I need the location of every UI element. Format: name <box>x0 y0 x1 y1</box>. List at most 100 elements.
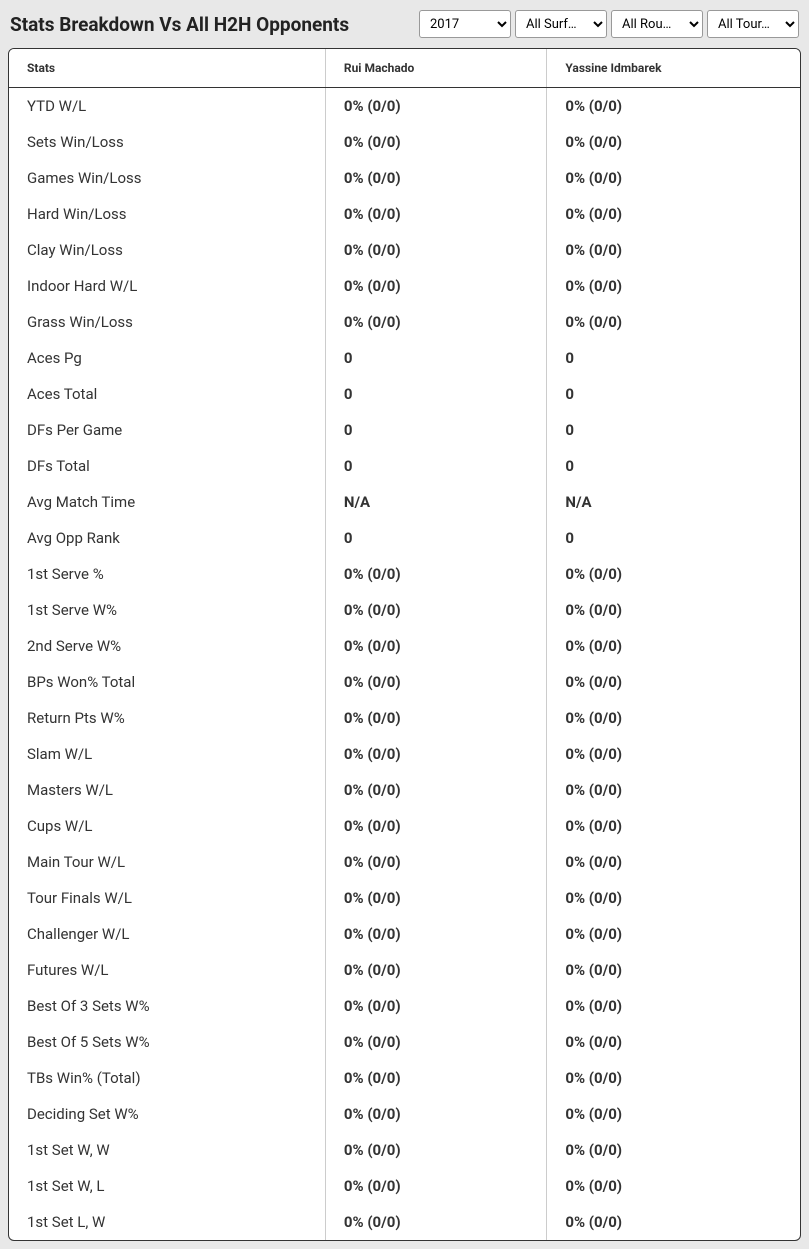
table-row: BPs Won% Total0% (0/0)0% (0/0) <box>9 664 800 700</box>
player2-value: 0% (0/0) <box>547 664 800 700</box>
player2-value: 0% (0/0) <box>547 124 800 160</box>
table-row: Challenger W/L0% (0/0)0% (0/0) <box>9 916 800 952</box>
table-body: YTD W/L0% (0/0)0% (0/0)Sets Win/Loss0% (… <box>9 88 800 1241</box>
player1-value: 0% (0/0) <box>325 160 546 196</box>
player1-value: 0% (0/0) <box>325 988 546 1024</box>
round-filter[interactable]: All Rou… <box>611 10 703 38</box>
player2-value: 0 <box>547 412 800 448</box>
stat-label: Indoor Hard W/L <box>9 268 325 304</box>
stat-label: Best Of 3 Sets W% <box>9 988 325 1024</box>
stat-label: Cups W/L <box>9 808 325 844</box>
player2-value: 0% (0/0) <box>547 304 800 340</box>
player1-value: N/A <box>325 484 546 520</box>
player2-value: 0% (0/0) <box>547 88 800 125</box>
player2-value: 0% (0/0) <box>547 808 800 844</box>
table-row: Futures W/L0% (0/0)0% (0/0) <box>9 952 800 988</box>
player1-value: 0% (0/0) <box>325 628 546 664</box>
stat-label: 2nd Serve W% <box>9 628 325 664</box>
table-row: DFs Per Game00 <box>9 412 800 448</box>
player1-value: 0% (0/0) <box>325 304 546 340</box>
tour-filter[interactable]: All Tour… <box>707 10 799 38</box>
player1-value: 0% (0/0) <box>325 88 546 125</box>
player2-value: 0% (0/0) <box>547 1204 800 1240</box>
stat-label: 1st Serve W% <box>9 592 325 628</box>
table-row: Best Of 5 Sets W%0% (0/0)0% (0/0) <box>9 1024 800 1060</box>
table-header-row: Stats Rui Machado Yassine Idmbarek <box>9 49 800 88</box>
stat-label: Deciding Set W% <box>9 1096 325 1132</box>
column-header-stats: Stats <box>9 49 325 88</box>
player2-value: 0% (0/0) <box>547 160 800 196</box>
player2-value: 0% (0/0) <box>547 880 800 916</box>
player2-value: 0% (0/0) <box>547 700 800 736</box>
table-row: Main Tour W/L0% (0/0)0% (0/0) <box>9 844 800 880</box>
stat-label: Hard Win/Loss <box>9 196 325 232</box>
player1-value: 0% (0/0) <box>325 1096 546 1132</box>
player1-value: 0% (0/0) <box>325 1168 546 1204</box>
table-row: Games Win/Loss0% (0/0)0% (0/0) <box>9 160 800 196</box>
player2-value: 0% (0/0) <box>547 1024 800 1060</box>
player2-value: 0% (0/0) <box>547 628 800 664</box>
table-row: 1st Set L, W0% (0/0)0% (0/0) <box>9 1204 800 1240</box>
player1-value: 0% (0/0) <box>325 844 546 880</box>
stat-label: Clay Win/Loss <box>9 232 325 268</box>
player2-value: 0% (0/0) <box>547 736 800 772</box>
table-row: Sets Win/Loss0% (0/0)0% (0/0) <box>9 124 800 160</box>
stat-label: YTD W/L <box>9 88 325 125</box>
stat-label: Return Pts W% <box>9 700 325 736</box>
stat-label: 1st Set L, W <box>9 1204 325 1240</box>
table-row: DFs Total00 <box>9 448 800 484</box>
player2-value: 0 <box>547 520 800 556</box>
stat-label: Sets Win/Loss <box>9 124 325 160</box>
header-bar: Stats Breakdown Vs All H2H Opponents 201… <box>0 0 809 48</box>
player2-value: 0% (0/0) <box>547 556 800 592</box>
stat-label: DFs Total <box>9 448 325 484</box>
table-row: Return Pts W%0% (0/0)0% (0/0) <box>9 700 800 736</box>
stat-label: Main Tour W/L <box>9 844 325 880</box>
player1-value: 0% (0/0) <box>325 700 546 736</box>
player1-value: 0 <box>325 376 546 412</box>
player1-value: 0% (0/0) <box>325 1132 546 1168</box>
stat-label: 1st Set W, L <box>9 1168 325 1204</box>
table-row: 2nd Serve W%0% (0/0)0% (0/0) <box>9 628 800 664</box>
table-row: Avg Opp Rank00 <box>9 520 800 556</box>
table-row: Hard Win/Loss0% (0/0)0% (0/0) <box>9 196 800 232</box>
table-row: Clay Win/Loss0% (0/0)0% (0/0) <box>9 232 800 268</box>
stat-label: Avg Match Time <box>9 484 325 520</box>
player2-value: 0% (0/0) <box>547 196 800 232</box>
player1-value: 0% (0/0) <box>325 808 546 844</box>
player1-value: 0% (0/0) <box>325 556 546 592</box>
stat-label: Best Of 5 Sets W% <box>9 1024 325 1060</box>
column-header-player1: Rui Machado <box>325 49 546 88</box>
stat-label: Masters W/L <box>9 772 325 808</box>
stat-label: DFs Per Game <box>9 412 325 448</box>
filter-group: 2017 All Surf… All Rou… All Tour… <box>419 10 799 38</box>
player1-value: 0% (0/0) <box>325 1060 546 1096</box>
player2-value: N/A <box>547 484 800 520</box>
player1-value: 0% (0/0) <box>325 880 546 916</box>
stat-label: BPs Won% Total <box>9 664 325 700</box>
table-row: Tour Finals W/L0% (0/0)0% (0/0) <box>9 880 800 916</box>
table-row: Masters W/L0% (0/0)0% (0/0) <box>9 772 800 808</box>
player2-value: 0% (0/0) <box>547 1132 800 1168</box>
player1-value: 0% (0/0) <box>325 736 546 772</box>
player2-value: 0% (0/0) <box>547 916 800 952</box>
player1-value: 0% (0/0) <box>325 952 546 988</box>
stat-label: Futures W/L <box>9 952 325 988</box>
surface-filter[interactable]: All Surf… <box>515 10 607 38</box>
player1-value: 0% (0/0) <box>325 196 546 232</box>
player1-value: 0% (0/0) <box>325 772 546 808</box>
stat-label: Grass Win/Loss <box>9 304 325 340</box>
year-filter[interactable]: 2017 <box>419 10 511 38</box>
player2-value: 0% (0/0) <box>547 1096 800 1132</box>
stat-label: Tour Finals W/L <box>9 880 325 916</box>
player2-value: 0% (0/0) <box>547 592 800 628</box>
player1-value: 0 <box>325 520 546 556</box>
page-title: Stats Breakdown Vs All H2H Opponents <box>10 13 349 36</box>
table-row: Aces Total00 <box>9 376 800 412</box>
player2-value: 0 <box>547 340 800 376</box>
table-row: Cups W/L0% (0/0)0% (0/0) <box>9 808 800 844</box>
table-row: Indoor Hard W/L0% (0/0)0% (0/0) <box>9 268 800 304</box>
player1-value: 0 <box>325 412 546 448</box>
table-row: Avg Match TimeN/AN/A <box>9 484 800 520</box>
table-row: Slam W/L0% (0/0)0% (0/0) <box>9 736 800 772</box>
